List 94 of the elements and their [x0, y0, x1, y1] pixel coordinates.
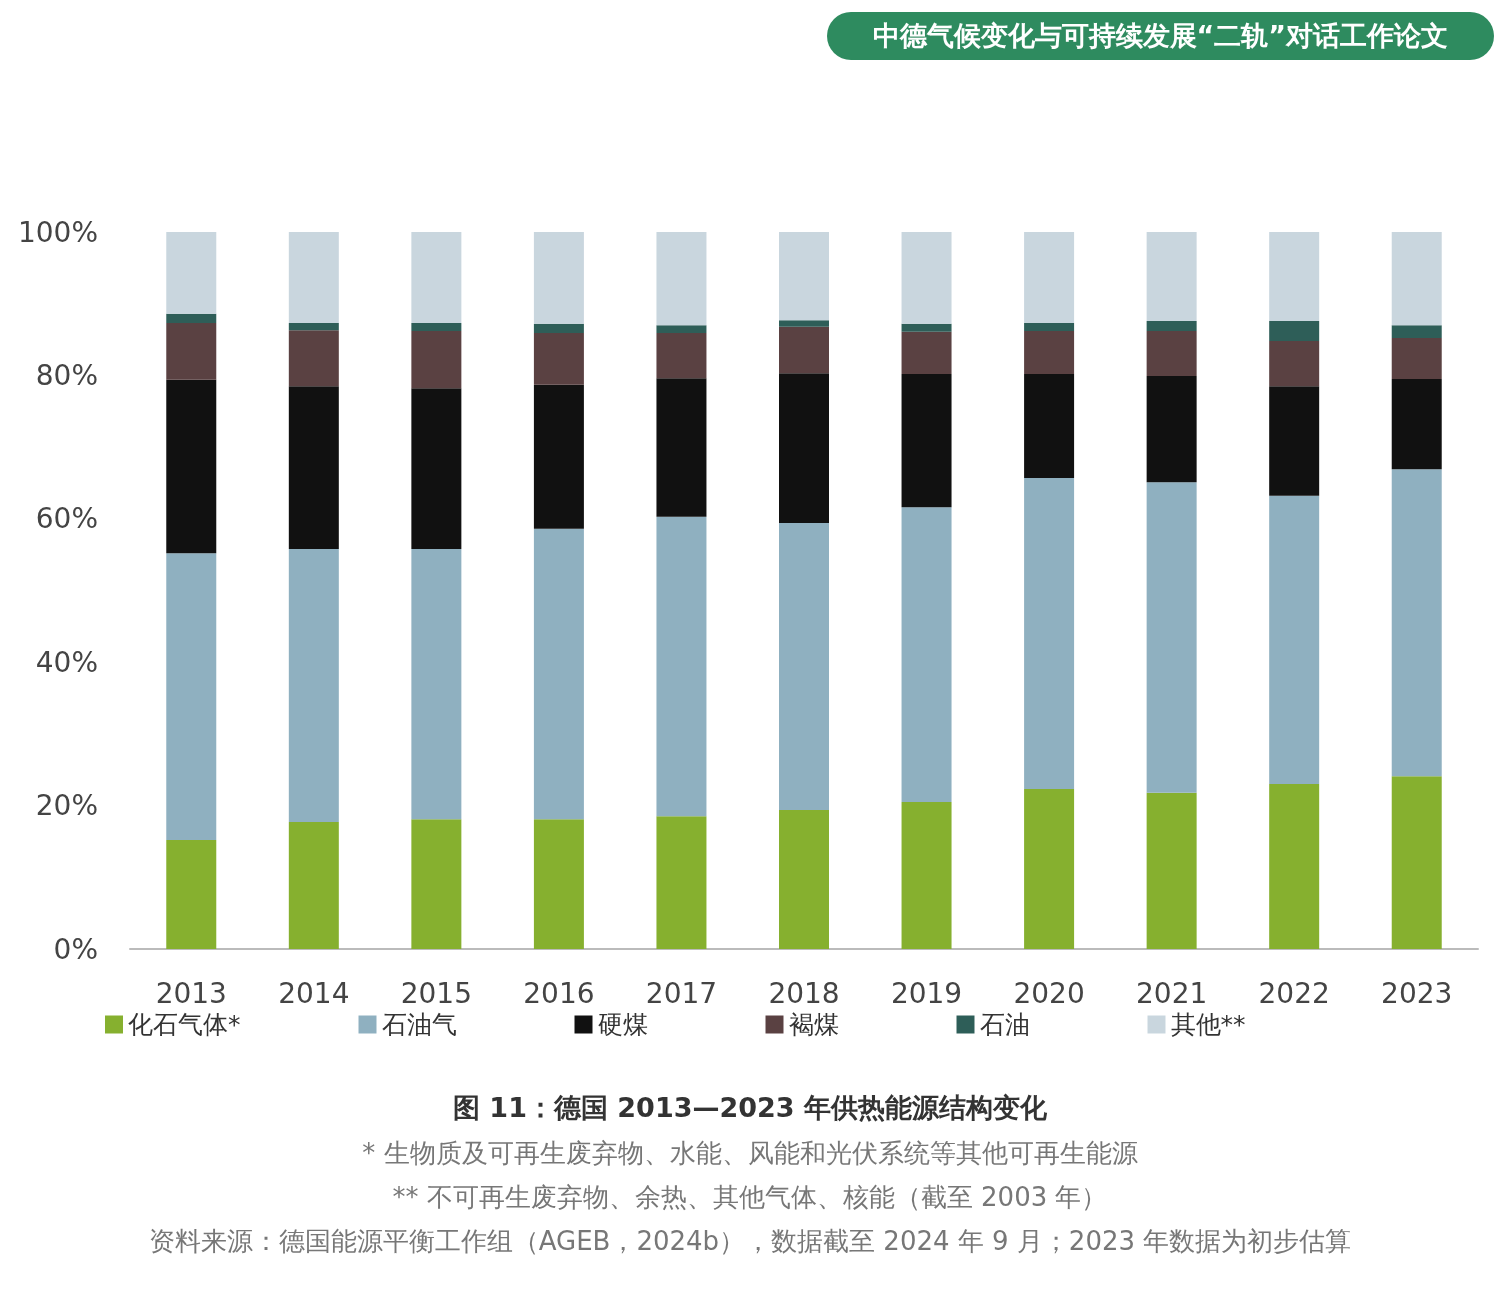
bar	[656, 378, 707, 517]
text: ** 不可再生废弃物、余热、其他气体、核能（截至 2003 年）	[391, 1181, 1109, 1214]
bar	[411, 232, 462, 324]
bar	[288, 822, 339, 949]
bar	[656, 325, 707, 334]
legend-label: 石油气	[381, 1010, 457, 1039]
x-tick-label: 2021	[1136, 976, 1208, 1010]
bar	[1269, 320, 1320, 341]
bar	[411, 323, 462, 331]
bar	[1146, 376, 1197, 483]
bar	[779, 523, 829, 810]
bar	[288, 330, 339, 387]
bar	[779, 809, 829, 949]
bar	[1146, 482, 1197, 793]
legend-label: 石油	[979, 1010, 1030, 1039]
bar	[411, 388, 462, 549]
text: 中德气候变化与可持续发展“二轨”对话工作论文	[826, 12, 1494, 60]
bar	[1269, 495, 1320, 785]
bar	[288, 386, 339, 549]
bar	[1391, 325, 1442, 339]
bar	[1024, 330, 1075, 374]
bar	[533, 323, 584, 334]
legend-label: 褐煤	[788, 1010, 839, 1039]
bar	[779, 373, 829, 524]
bar	[166, 553, 217, 841]
bar	[533, 232, 584, 324]
x-tick-label: 2018	[768, 976, 840, 1010]
bar	[1024, 323, 1075, 331]
bar	[288, 232, 339, 324]
bar	[779, 326, 829, 374]
bar	[411, 819, 462, 949]
y-tick-label: 60%	[35, 502, 98, 536]
x-tick-label: 2020	[1013, 976, 1085, 1010]
bar	[533, 333, 584, 385]
bar	[1146, 330, 1197, 377]
bar	[166, 379, 217, 554]
text: 资料来源：德国能源平衡工作组（AGEB，2024b），数据截至 2024 年 9 月；2023 年数据为初步估算	[147, 1225, 1353, 1258]
bar	[1391, 338, 1442, 379]
bar	[533, 819, 584, 949]
x-tick-label: 2022	[1258, 976, 1330, 1010]
y-tick-label: 100%	[17, 215, 98, 249]
bar	[901, 373, 952, 508]
bar	[166, 840, 217, 949]
text: * 生物质及可再生废弃物、水能、风能和光伏系统等其他可再生能源	[361, 1137, 1139, 1170]
bar	[411, 330, 462, 389]
bar	[1269, 232, 1320, 321]
bar	[1391, 232, 1442, 326]
bar	[1146, 320, 1197, 331]
bar	[901, 331, 952, 374]
bar	[779, 232, 829, 321]
bar	[288, 548, 339, 823]
bar	[1269, 340, 1320, 387]
bar	[1146, 232, 1197, 321]
bar	[533, 384, 584, 529]
x-tick-label: 2013	[155, 976, 227, 1010]
x-tick-label: 2016	[523, 976, 595, 1010]
bar	[166, 323, 217, 380]
x-tick-label: 2014	[278, 976, 350, 1010]
bar	[1024, 232, 1075, 324]
bar	[1024, 789, 1075, 949]
bar	[901, 507, 952, 803]
bar	[1391, 469, 1442, 777]
bar	[1024, 373, 1075, 478]
y-tick-label: 20%	[35, 789, 98, 823]
legend-label: 化石气体*	[128, 1010, 241, 1039]
x-tick-label: 2017	[645, 976, 718, 1010]
bar	[166, 313, 217, 324]
bar	[656, 816, 707, 949]
bar	[166, 232, 217, 314]
bar	[901, 802, 952, 949]
bar	[1269, 784, 1320, 949]
bar	[1391, 378, 1442, 470]
bar	[1391, 776, 1442, 949]
bar	[656, 516, 707, 817]
bar	[533, 528, 584, 820]
x-tick-label: 2019	[890, 976, 963, 1010]
y-tick-label: 40%	[35, 645, 98, 679]
bar	[1146, 792, 1197, 949]
x-tick-label: 2015	[400, 976, 472, 1010]
y-tick-label: 0%	[53, 932, 98, 966]
bar	[288, 323, 339, 331]
y-tick-label: 80%	[35, 358, 98, 392]
bar	[656, 333, 707, 379]
bar	[779, 320, 829, 327]
legend-label: 其他**	[1170, 1010, 1246, 1039]
bar	[1269, 386, 1320, 496]
x-tick-label: 2023	[1381, 976, 1453, 1010]
text: 图 11：德国 2013—2023 年供热能源结构变化	[451, 1091, 1049, 1125]
bar	[656, 232, 707, 326]
bar	[1024, 477, 1075, 790]
legend-label: 硬煤	[597, 1010, 648, 1039]
bar	[411, 548, 462, 820]
bar	[901, 232, 952, 324]
bar	[901, 323, 952, 332]
